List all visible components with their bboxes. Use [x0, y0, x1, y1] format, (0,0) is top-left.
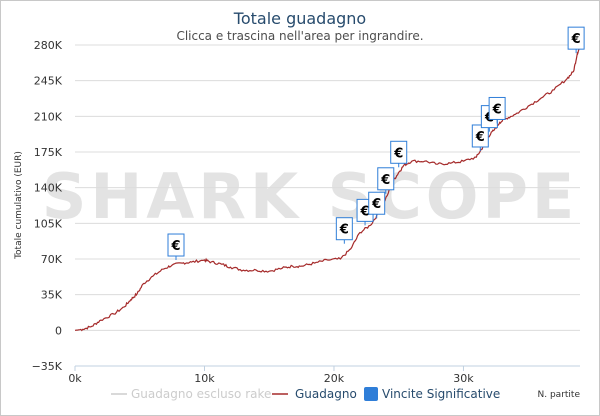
y-tick-label: 175K	[34, 146, 63, 159]
y-tick-label: 245K	[34, 75, 63, 88]
watermark: SHARK SCOPE	[42, 160, 579, 233]
x-tick-label: 30k	[453, 372, 474, 385]
legend-label: Guadagno escluso rake	[131, 387, 271, 401]
legend-item[interactable]: Guadagno	[272, 387, 357, 401]
flag-label: €	[475, 130, 485, 145]
flag-label: €	[339, 223, 349, 238]
flag-box	[390, 140, 408, 164]
chart-subtitle: Clicca e trascina nell'area per ingrandi…	[176, 29, 424, 43]
flag-label: €	[360, 204, 370, 219]
x-tick-label: 10k	[194, 372, 215, 385]
flag-label: €	[170, 239, 180, 254]
flag-label: €	[371, 197, 381, 212]
x-tick-label: 20k	[324, 372, 345, 385]
y-tick-label: 105K	[34, 217, 63, 230]
y-tick-label: 140K	[34, 182, 63, 195]
flag-box	[471, 124, 489, 148]
legend-item[interactable]: Vincite Significative	[364, 387, 500, 401]
flag-label: €	[492, 102, 502, 117]
flag-marker[interactable]: €	[567, 26, 585, 54]
x-axis-ticks: 0k 10k 20k 30k	[68, 366, 474, 385]
flag-box	[167, 233, 185, 257]
flag-box	[368, 191, 386, 215]
flag-label: €	[571, 32, 581, 47]
flag-marker[interactable]: €	[471, 124, 489, 151]
flag-marker[interactable]: €	[335, 217, 353, 244]
y-tick-label: 70K	[41, 253, 63, 266]
y-tick-label: −35K	[32, 360, 63, 373]
series-layer	[74, 46, 581, 332]
flag-box	[567, 26, 585, 50]
y-tick-label: 280K	[34, 39, 63, 52]
y-tick-label: 0	[55, 324, 62, 337]
flag-marker[interactable]: €	[167, 233, 185, 261]
legend-item[interactable]: Guadagno escluso rake	[111, 387, 271, 401]
flag-label: €	[393, 146, 403, 161]
legend: Guadagno escluso rake Guadagno Vincite Sig…	[111, 387, 500, 401]
legend-swatch	[364, 387, 378, 401]
flag-label: €	[380, 173, 390, 188]
y-axis-title: Totale cumulativo (EUR)	[14, 151, 24, 260]
flags-layer: €€€€€€€€€€	[167, 26, 585, 261]
chart-title: Totale guadagno	[233, 9, 367, 28]
y-axis-ticks: −35K 0 35K 70K 105K 140K 175K 210K 245K 280K	[32, 39, 63, 373]
flag-box	[377, 167, 395, 191]
y-tick-label: 210K	[34, 110, 63, 123]
legend-label: Guadagno	[295, 387, 357, 401]
x-tick-label: 0k	[68, 372, 82, 385]
flag-marker[interactable]: €	[377, 167, 395, 194]
flag-marker[interactable]: €	[368, 191, 386, 219]
y-tick-label: 35K	[41, 289, 63, 302]
series-line-guadagno	[74, 46, 581, 332]
flag-box	[488, 96, 506, 120]
flag-box	[335, 217, 353, 241]
flag-marker[interactable]: €	[488, 96, 506, 124]
flag-marker[interactable]: €	[390, 140, 408, 168]
x-axis-title: N. partite	[538, 390, 581, 400]
legend-label: Vincite Significative	[382, 387, 500, 401]
